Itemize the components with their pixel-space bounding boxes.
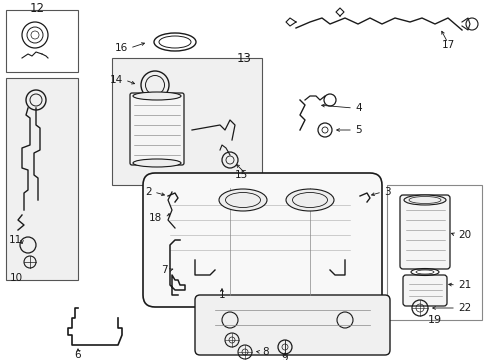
Text: 4: 4 xyxy=(354,103,361,113)
Ellipse shape xyxy=(219,189,266,211)
Ellipse shape xyxy=(133,159,181,167)
Bar xyxy=(6,10,78,72)
Bar xyxy=(386,185,481,320)
Text: 8: 8 xyxy=(262,347,268,357)
Text: 14: 14 xyxy=(109,75,123,85)
FancyBboxPatch shape xyxy=(399,195,449,269)
Text: 22: 22 xyxy=(457,303,470,313)
Text: 1: 1 xyxy=(218,290,225,300)
Bar xyxy=(112,58,262,185)
FancyBboxPatch shape xyxy=(130,93,183,165)
Text: 16: 16 xyxy=(115,43,128,53)
Text: 6: 6 xyxy=(75,350,81,360)
FancyBboxPatch shape xyxy=(142,173,381,307)
Ellipse shape xyxy=(133,92,181,100)
Text: 19: 19 xyxy=(427,315,441,325)
Text: 7: 7 xyxy=(161,265,168,275)
Text: 5: 5 xyxy=(354,125,361,135)
Bar xyxy=(6,78,78,280)
Ellipse shape xyxy=(403,195,445,205)
Text: 2: 2 xyxy=(145,187,152,197)
Text: 20: 20 xyxy=(457,230,470,240)
Text: 9: 9 xyxy=(281,353,288,360)
Text: 10: 10 xyxy=(10,273,23,283)
Ellipse shape xyxy=(285,189,333,211)
FancyBboxPatch shape xyxy=(402,275,446,306)
FancyBboxPatch shape xyxy=(195,295,389,355)
Text: 3: 3 xyxy=(383,187,390,197)
Text: 15: 15 xyxy=(234,170,247,180)
Text: 12: 12 xyxy=(29,1,44,14)
Text: 21: 21 xyxy=(457,280,470,290)
Text: 17: 17 xyxy=(441,40,454,50)
Text: 13: 13 xyxy=(237,51,251,64)
Text: 18: 18 xyxy=(148,213,162,223)
Text: 11: 11 xyxy=(9,235,22,245)
